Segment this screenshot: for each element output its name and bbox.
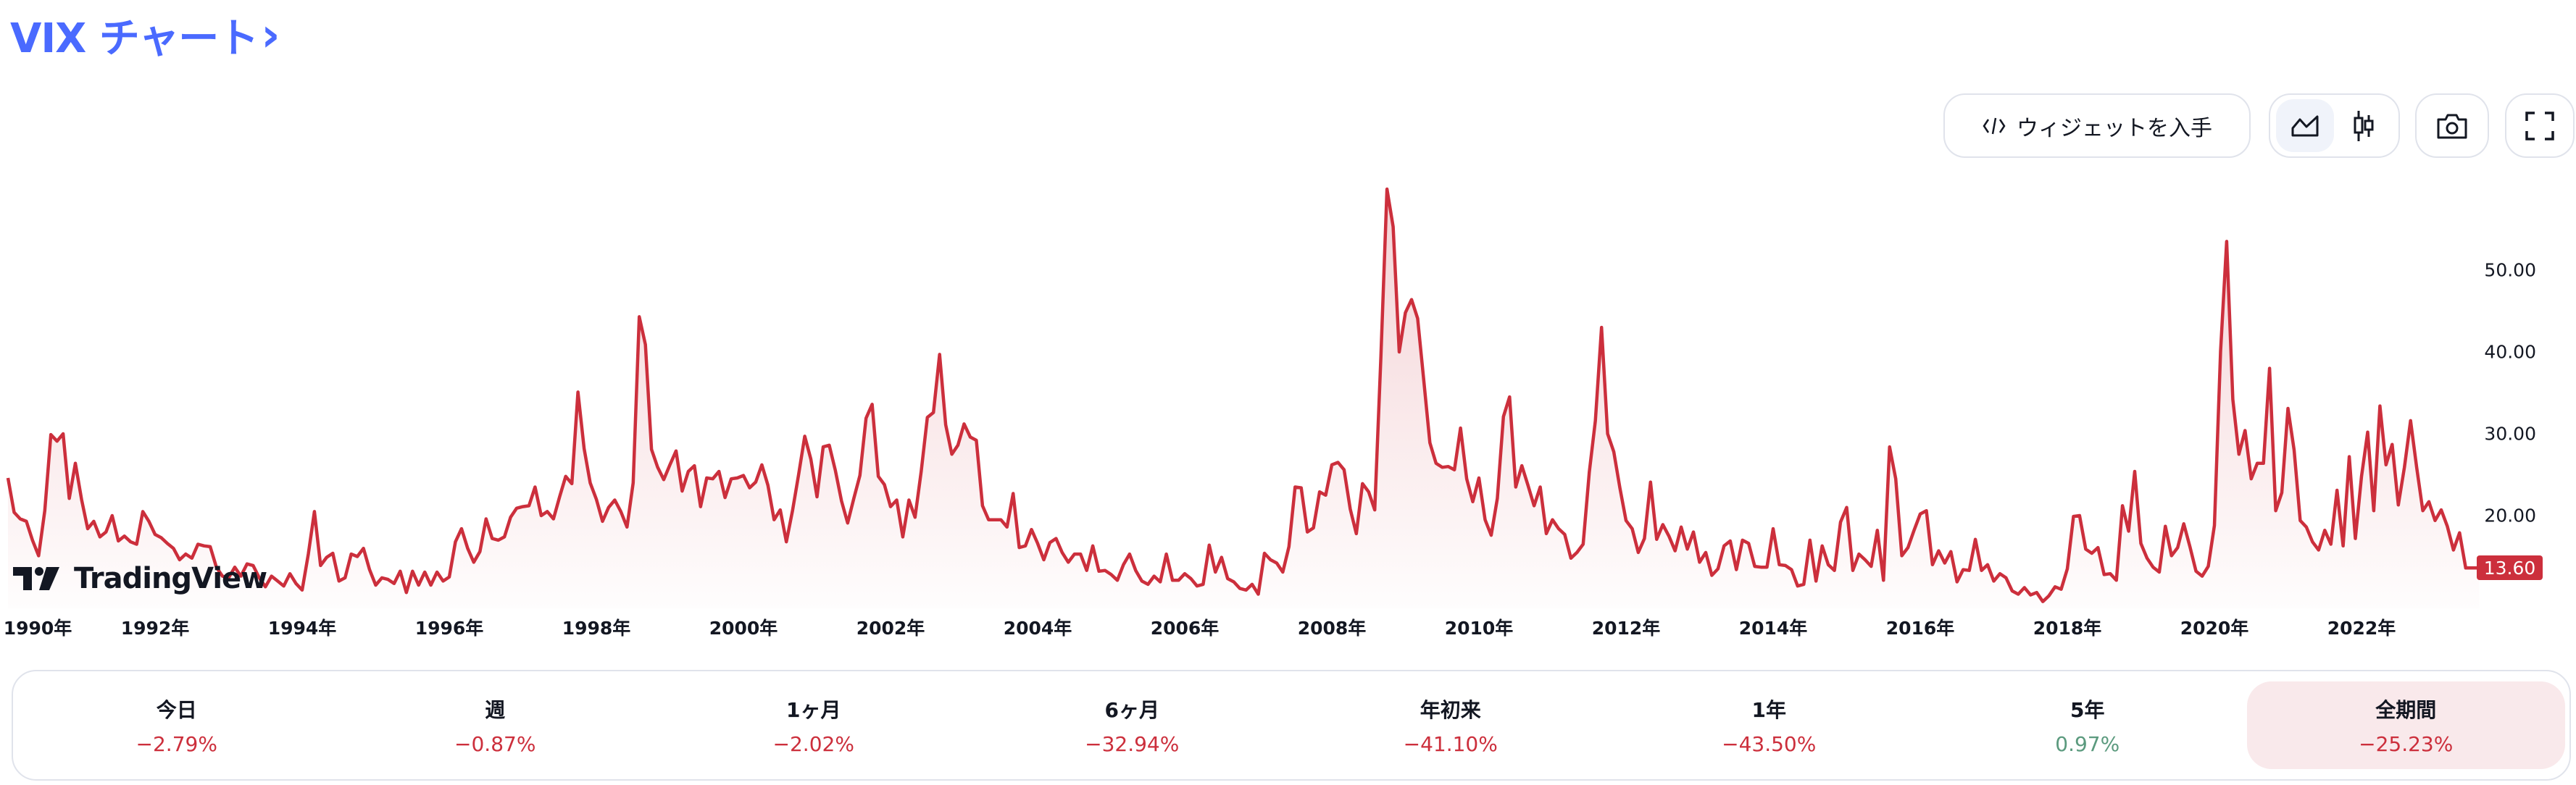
chevron-right-icon: › <box>261 8 280 62</box>
x-tick-label: 1994年 <box>267 618 337 639</box>
camera-icon <box>2437 114 2467 138</box>
x-tick-label: 2016年 <box>1885 618 1955 639</box>
stat-value: −0.87% <box>454 732 536 756</box>
x-tick-label: 2004年 <box>1003 618 1072 639</box>
x-tick-label: 2014年 <box>1738 618 1808 639</box>
x-tick-label: 2006年 <box>1150 618 1220 639</box>
stat-period-6[interactable]: 5年 0.97% <box>1928 681 2247 769</box>
chart-title-link[interactable]: VIX チャート › <box>10 6 280 64</box>
chart-type-group <box>2269 93 2400 158</box>
fullscreen-icon <box>2525 111 2554 140</box>
tradingview-logo-text: TradingView <box>74 562 267 595</box>
x-tick-label: 2018年 <box>2033 618 2102 639</box>
series-area-fill <box>8 189 2480 609</box>
stat-value: 0.97% <box>2055 732 2120 756</box>
stat-label: 1ヶ月 <box>786 698 841 722</box>
stat-value: −43.50% <box>1722 732 1817 756</box>
page-title: VIX チャート <box>10 15 259 62</box>
stat-label: 今日 <box>156 698 197 722</box>
area-chart-button[interactable] <box>2276 99 2334 152</box>
candlestick-icon <box>2354 110 2374 141</box>
x-tick-label: 1998年 <box>562 618 631 639</box>
performance-stats: 今日 −2.79% 週 −0.87% 1ヶ月 −2.02% 6ヶ月 −32.94% 年初来 −41… <box>12 670 2571 781</box>
stat-value: −2.02% <box>772 732 854 756</box>
tradingview-logo[interactable]: TradingView <box>13 562 267 595</box>
series-line <box>6 187 2480 603</box>
get-widget-button[interactable]: ウィジェットを入手 <box>1943 93 2251 158</box>
tradingview-logo-icon <box>13 567 59 590</box>
x-tick-label: 2012年 <box>1591 618 1661 639</box>
x-tick-label: 1992年 <box>120 618 190 639</box>
stat-label: 全期間 <box>2375 698 2437 722</box>
stat-period-2[interactable]: 1ヶ月 −2.02% <box>654 681 973 769</box>
stat-value: −32.94% <box>1085 732 1180 756</box>
last-price-label: 13.60 <box>2477 555 2543 580</box>
x-tick-label: 2010年 <box>1444 618 1514 639</box>
y-tick-label: 20.00 <box>2484 505 2536 526</box>
stat-label: 5年 <box>2070 698 2105 722</box>
stat-period-1[interactable]: 週 −0.87% <box>336 681 655 769</box>
stat-period-0[interactable]: 今日 −2.79% <box>17 681 336 769</box>
stat-label: 週 <box>485 698 506 722</box>
stat-label: 1年 <box>1751 698 1786 722</box>
stat-label: 年初来 <box>1420 698 1481 722</box>
x-tick-label: 2000年 <box>709 618 778 639</box>
x-tick-label: 1996年 <box>414 618 484 639</box>
y-tick-label: 50.00 <box>2484 259 2536 281</box>
code-icon <box>1983 117 2006 134</box>
x-tick-label: 2008年 <box>1297 618 1367 639</box>
stat-period-3[interactable]: 6ヶ月 −32.94% <box>973 681 1292 769</box>
x-tick-label: 2020年 <box>2180 618 2249 639</box>
x-tick-label: 2002年 <box>856 618 925 639</box>
stat-period-5[interactable]: 1年 −43.50% <box>1610 681 1929 769</box>
stat-value: −2.79% <box>136 732 217 756</box>
screenshot-button[interactable] <box>2415 93 2489 158</box>
y-tick-label: 40.00 <box>2484 341 2536 363</box>
stat-label: 6ヶ月 <box>1104 698 1159 722</box>
stat-value: −41.10% <box>1403 732 1498 756</box>
stat-value: −25.23% <box>2359 732 2454 756</box>
x-tick-label: 1990年 <box>3 618 72 639</box>
area-chart-icon <box>2291 115 2319 136</box>
stat-period-7[interactable]: 全期間 −25.23% <box>2246 681 2565 769</box>
x-tick-label: 2022年 <box>2327 618 2396 639</box>
fullscreen-button[interactable] <box>2505 93 2575 158</box>
stat-period-4[interactable]: 年初来 −41.10% <box>1291 681 1610 769</box>
candlestick-chart-button[interactable] <box>2335 99 2393 152</box>
y-tick-label: 30.00 <box>2484 423 2536 445</box>
get-widget-label: ウィジェットを入手 <box>2017 115 2212 141</box>
